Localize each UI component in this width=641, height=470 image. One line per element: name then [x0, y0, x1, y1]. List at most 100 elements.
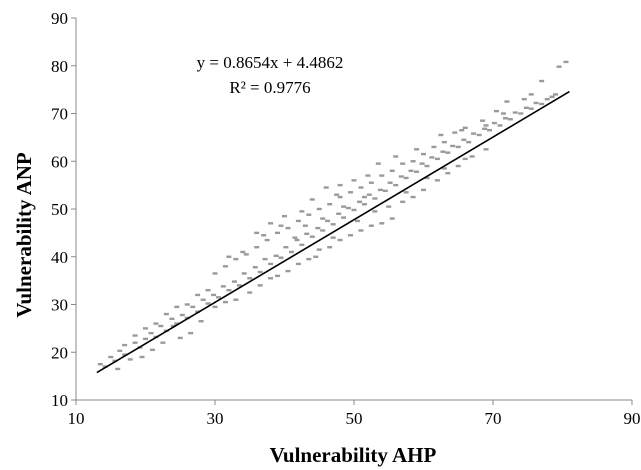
data-point [563, 60, 569, 64]
data-point [143, 337, 148, 341]
data-point [365, 174, 371, 177]
data-point [288, 250, 294, 254]
data-point [205, 288, 211, 292]
data-point [345, 206, 351, 210]
data-point [434, 179, 440, 182]
y-tick-label: 70 [51, 105, 68, 124]
data-point [336, 212, 342, 215]
data-point [368, 224, 374, 227]
y-tick-label: 10 [51, 391, 68, 410]
data-point [351, 208, 357, 212]
data-point [330, 223, 336, 226]
data-point [127, 358, 133, 361]
data-point [455, 164, 461, 168]
data-point [419, 162, 425, 165]
data-point [309, 235, 315, 238]
data-point [283, 246, 289, 249]
y-tick-label: 20 [51, 343, 68, 362]
data-point [148, 331, 154, 335]
data-point [306, 213, 312, 216]
data-point [316, 207, 322, 211]
y-axis-title: Vulnerability ANP [12, 152, 36, 318]
data-point [215, 296, 221, 299]
data-point [431, 145, 437, 149]
data-point [539, 102, 545, 106]
data-point [273, 254, 279, 257]
data-point [254, 231, 260, 235]
data-point [434, 157, 440, 161]
data-point [195, 293, 201, 297]
data-point [466, 140, 472, 144]
data-point [377, 188, 383, 192]
data-point [461, 138, 467, 141]
data-point [299, 243, 305, 247]
data-point [268, 277, 274, 280]
data-point [462, 126, 468, 130]
data-point [403, 191, 409, 194]
data-point [334, 193, 340, 196]
data-point [393, 183, 399, 187]
data-point [493, 109, 499, 113]
x-tick-label: 10 [68, 409, 85, 428]
data-point [503, 117, 509, 120]
data-point [450, 144, 456, 148]
data-point [304, 232, 310, 236]
data-point [294, 238, 300, 242]
data-point [295, 262, 301, 266]
data-point [112, 359, 118, 363]
data-point [389, 217, 395, 220]
data-point [421, 188, 426, 192]
data-point [226, 288, 232, 292]
data-point [372, 210, 378, 213]
data-point [455, 145, 461, 149]
data-point [330, 236, 336, 239]
x-tick-label: 30 [207, 409, 224, 428]
data-point [382, 189, 388, 193]
data-point [320, 229, 326, 232]
data-point [313, 255, 319, 258]
y-tick-label: 60 [51, 152, 68, 171]
data-point [400, 200, 406, 204]
data-point [285, 226, 291, 230]
data-point [386, 205, 392, 208]
data-point [184, 316, 190, 320]
data-point [240, 250, 246, 254]
data-point [315, 226, 321, 230]
data-point [528, 93, 534, 96]
data-point [482, 127, 488, 130]
data-point [357, 200, 363, 204]
data-point [491, 121, 497, 125]
data-point [108, 355, 114, 359]
data-point [205, 302, 211, 305]
data-point [309, 198, 315, 201]
data-point [241, 272, 247, 275]
data-point [549, 95, 555, 98]
data-point [122, 353, 128, 356]
data-point [337, 195, 343, 199]
data-point [220, 285, 226, 288]
data-point [471, 132, 477, 135]
data-point [174, 305, 180, 309]
data-point [122, 343, 128, 347]
data-point [424, 164, 430, 168]
data-point [222, 265, 228, 268]
data-point [379, 222, 385, 225]
data-point [268, 262, 274, 266]
data-point [358, 186, 364, 189]
data-point [459, 129, 465, 132]
data-point [337, 238, 343, 242]
data-point [299, 210, 305, 213]
data-point [354, 219, 360, 223]
data-point [275, 231, 281, 235]
data-point [211, 293, 217, 297]
data-point [316, 248, 322, 251]
data-point [149, 348, 155, 352]
data-point [341, 205, 347, 208]
data-point [306, 257, 312, 261]
data-point [278, 256, 284, 259]
data-point [414, 170, 420, 173]
data-point [212, 272, 218, 275]
data-point [184, 303, 190, 306]
data-point [295, 219, 301, 223]
data-point [361, 195, 367, 199]
